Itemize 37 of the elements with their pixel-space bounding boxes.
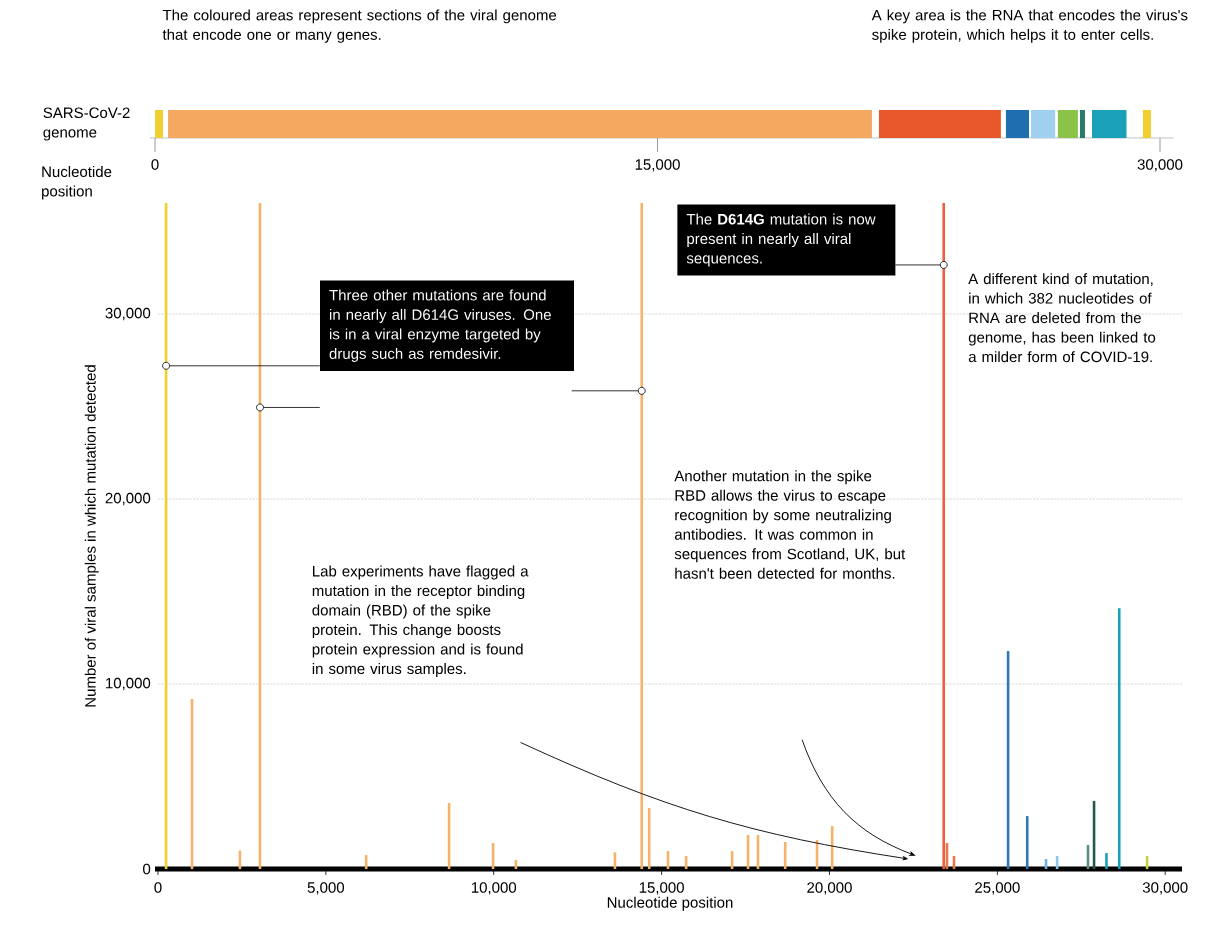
bar — [1142, 109, 1151, 138]
annotation: A different kind of mutation, in which 382 nucleotides of RNA are deleted from the genome, has been linked to a milder form of COVID-19. — [968, 273, 1156, 363]
annotation: The D614G mutation is now present in nearly all viral sequences. — [686, 213, 876, 267]
bar — [155, 109, 164, 138]
x-tick-label: 20,000 — [807, 882, 852, 895]
annotation: Another mutation in the spike RBD allows the virus to escape recognition by some neutralizing antibodies. It was common in sequences from Scotland, UK, but hasn't been detected for months. — [674, 470, 906, 579]
x-tick-label: 15,000 — [639, 882, 684, 895]
bar — [1105, 853, 1108, 869]
bar — [878, 109, 1001, 138]
x-tick-label: 0 — [154, 882, 162, 893]
x-tick-label: 15,000 — [635, 159, 680, 172]
bar — [168, 109, 872, 138]
x-axis-title: Nucleotide position — [42, 166, 112, 200]
x-tick-label: 0 — [151, 159, 159, 170]
x-axis-title: Nucleotide position — [607, 896, 733, 911]
y-axis-title: Number of viral samples in which mutation detected — [84, 365, 99, 707]
text: The coloured areas represent sections of the viral genome that encode one or many genes. — [162, 9, 557, 43]
x-tick-label: 5,000 — [307, 882, 345, 895]
bar — [1117, 608, 1121, 869]
bar — [1025, 816, 1029, 869]
x-tick-label: 30,000 — [1142, 882, 1188, 895]
y-tick-label: 10,000 — [106, 677, 151, 691]
y-tick-label: SARS-CoV-2 genome — [43, 107, 130, 141]
y-tick-label: 0 — [143, 863, 151, 875]
bar — [1092, 109, 1127, 138]
bar — [1057, 109, 1078, 138]
x-tick-label: 10,000 — [471, 882, 517, 895]
bar — [1005, 109, 1030, 138]
annotation: Three other mutations are found in nearly all D614G viruses. One is in a viral enzyme targeted by drugs such as remdesivir. — [329, 289, 551, 362]
y-tick-label: 30,000 — [105, 307, 151, 321]
x-tick-label: 30,000 — [1137, 159, 1183, 172]
y-tick-label: 20,000 — [105, 492, 151, 506]
bar — [1079, 109, 1085, 138]
annotation: Lab experiments have flagged a mutation in the receptor binding domain (RBD) of the spike protein. This change boosts protein expression and is found in some virus samples. — [312, 565, 529, 677]
bar — [1031, 109, 1056, 138]
text: A key area is the RNA that encodes the virus's spike protein, which helps it to enter cells. — [871, 9, 1188, 43]
x-tick-label: 25,000 — [975, 882, 1020, 895]
